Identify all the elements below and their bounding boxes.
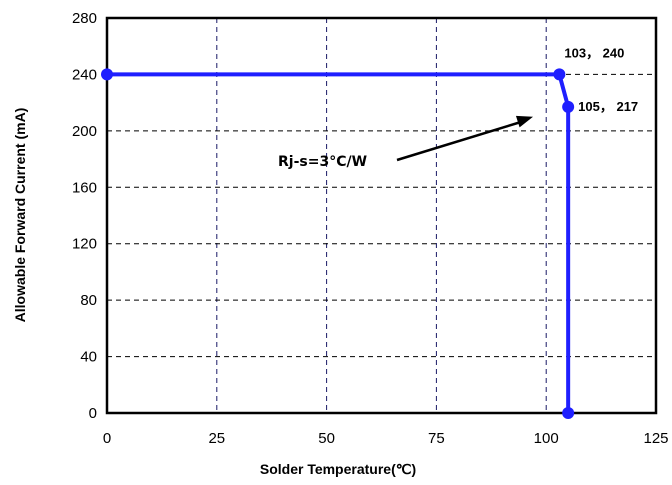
y-tick-label: 0 (89, 405, 97, 422)
y-tick-label: 160 (72, 179, 97, 196)
y-tick-label: 120 (72, 236, 97, 253)
arrow-head (515, 115, 534, 128)
annotation-label: 105， 217 (578, 99, 638, 114)
series (101, 68, 575, 419)
data-point (562, 100, 575, 113)
x-tick-label: 25 (208, 430, 225, 447)
x-tick-labels: 0 25 50 75 100 125 (103, 430, 669, 447)
x-axis-label: Solder Temperature(℃) (260, 461, 416, 477)
data-point (553, 68, 566, 81)
arrow-line (396, 119, 526, 162)
data-point (562, 407, 575, 419)
annotation-label: 103， 240 (564, 45, 624, 60)
data-point (101, 68, 113, 81)
y-tick-labels: 0 40 80 120 160 200 240 280 (72, 10, 97, 422)
series-line (107, 72, 571, 413)
y-tick-label: 80 (80, 292, 97, 309)
y-tick-label: 280 (72, 10, 97, 27)
x-tick-label: 50 (318, 430, 335, 447)
grid-lines (107, 18, 656, 413)
y-tick-label: 240 (72, 66, 97, 83)
x-tick-label: 125 (643, 430, 668, 447)
x-tick-label: 75 (428, 430, 445, 447)
plot-frame (105, 16, 658, 415)
y-tick-label: 40 (80, 349, 97, 366)
annotations: 103， 240 105， 217 Rj-s=3°C/W (278, 45, 638, 170)
x-tick-label: 0 (103, 430, 111, 447)
y-axis-label: Allowable Forward Current (mA) (12, 108, 28, 323)
y-tick-label: 200 (72, 123, 97, 140)
annotation-label: Rj-s=3°C/W (278, 154, 367, 170)
x-tick-label: 100 (534, 430, 559, 447)
